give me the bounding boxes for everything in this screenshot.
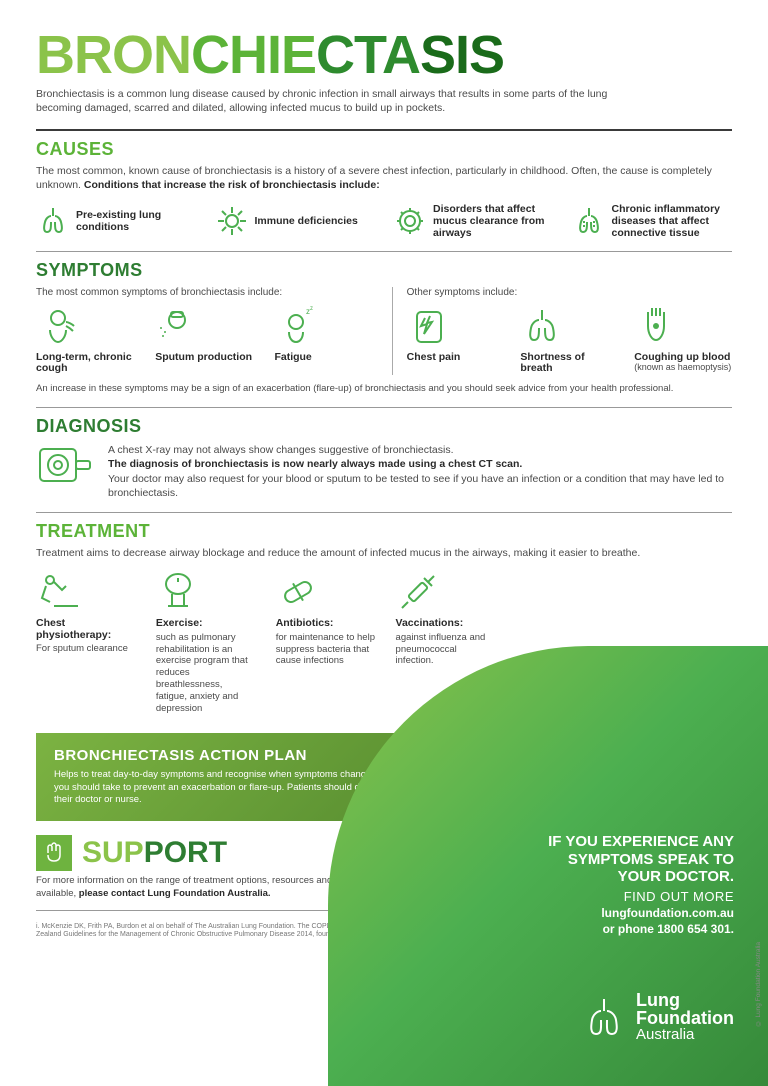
logo-line3: Australia: [636, 1027, 734, 1042]
support-body-bold: please contact Lung Foundation Australia…: [79, 888, 271, 899]
chest-pain-icon: [407, 304, 451, 348]
copyright: © Lung Foundation Australia: [755, 942, 762, 1026]
cause-label: Immune deficiencies: [255, 215, 358, 227]
virus-icon: [215, 204, 249, 238]
title-seg-2: CHIE: [191, 25, 316, 85]
cause-item: Disorders that affect mucus clearance fr…: [393, 203, 554, 239]
symptoms-left-intro: The most common symptoms of bronchiectas…: [36, 287, 378, 298]
title-seg-3: CTA: [316, 25, 420, 85]
symptom-item: Sputum production: [155, 304, 258, 375]
symptom-label: Long-term, chronic cough: [36, 352, 139, 375]
logo: Lung Foundation Australia: [582, 991, 734, 1042]
divider: [36, 251, 732, 252]
treatment-heading: TREATMENT: [36, 521, 732, 542]
causes-heading: CAUSES: [36, 139, 732, 160]
support-title-1: SUP: [82, 836, 144, 869]
corner-phone: or phone 1800 654 301.: [534, 922, 734, 936]
syringe-icon: [396, 570, 440, 614]
symptom-label: Sputum production: [155, 352, 252, 364]
blood-cough-icon: [634, 304, 678, 348]
lungs-logo-icon: [582, 995, 626, 1039]
fatigue-icon: zz: [274, 304, 318, 348]
diagnosis-text: A chest X-ray may not always show change…: [108, 443, 732, 500]
support-heading: SUPPORT: [82, 836, 227, 870]
breath-icon: [520, 304, 564, 348]
title-seg-1: BRON: [36, 25, 191, 85]
support-icon-box: [36, 835, 72, 871]
symptom-sub: (known as haemoptysis): [634, 363, 731, 373]
cell-icon: [393, 204, 427, 238]
symptoms-other: Other symptoms include: Chest pain Short…: [392, 287, 732, 375]
logo-text: Lung Foundation Australia: [636, 991, 734, 1042]
diag-line1: A chest X-ray may not always show change…: [108, 444, 454, 456]
exercise-icon: [156, 570, 200, 614]
divider: [36, 512, 732, 513]
pill-icon: [276, 570, 320, 614]
treat-item: Exercise: such as pulmonary rehabilitati…: [156, 570, 256, 715]
cause-label: Chronic inflammatory diseases that affec…: [612, 203, 733, 239]
cause-label: Pre-existing lung conditions: [76, 209, 197, 233]
symptom-item: Chest pain: [407, 304, 505, 375]
symptom-label: Fatigue: [274, 352, 311, 364]
symptoms-wrap: The most common symptoms of bronchiectas…: [36, 287, 732, 375]
logo-line2: Foundation: [636, 1009, 734, 1027]
symptoms-common: The most common symptoms of bronchiectas…: [36, 287, 392, 375]
divider: [36, 129, 732, 131]
symptoms-heading: SYMPTOMS: [36, 260, 732, 281]
treat-label: Antibiotics:: [276, 618, 376, 630]
symptom-item: Coughing up blood (known as haemoptysis): [634, 304, 732, 375]
support-title-2: PORT: [144, 836, 227, 869]
causes-body: The most common, known cause of bronchie…: [36, 164, 732, 192]
logo-line1: Lung: [636, 991, 734, 1009]
symptoms-right-intro: Other symptoms include:: [407, 287, 732, 298]
hand-icon: [42, 841, 66, 865]
symptom-row: Chest pain Shortness of breath Coughing …: [407, 304, 732, 375]
page-title: BRONCHIECTASIS: [36, 28, 732, 82]
symptom-label: Chest pain: [407, 352, 461, 364]
diag-line3: Your doctor may also request for your bl…: [108, 473, 724, 499]
divider: [36, 407, 732, 408]
treat-label: Vaccinations:: [396, 618, 496, 630]
symptom-label: Shortness of breath: [520, 352, 618, 375]
diagnosis-row: A chest X-ray may not always show change…: [36, 443, 732, 500]
diagnosis-heading: DIAGNOSIS: [36, 416, 732, 437]
treat-item: Antibiotics: for maintenance to help sup…: [276, 570, 376, 715]
cause-item: Chronic inflammatory diseases that affec…: [572, 203, 733, 239]
diag-line2: The diagnosis of bronchiectasis is now n…: [108, 458, 522, 470]
treat-desc: For sputum clearance: [36, 643, 136, 655]
treat-item: Chest physiotherapy: For sputum clearanc…: [36, 570, 136, 715]
symptom-item: Shortness of breath: [520, 304, 618, 375]
treat-desc: such as pulmonary rehabilitation is an e…: [156, 632, 256, 715]
treatment-row: Chest physiotherapy: For sputum clearanc…: [36, 570, 495, 715]
corner-content: IF YOU EXPERIENCE ANY SYMPTOMS SPEAK TO …: [534, 833, 734, 936]
treat-desc: against influenza and pneumococcal infec…: [396, 632, 496, 668]
cough-icon: [36, 304, 80, 348]
svg-text:z: z: [310, 306, 313, 312]
treatment-intro: Treatment aims to decrease airway blocka…: [36, 546, 732, 560]
symptoms-note: An increase in these symptoms may be a s…: [36, 383, 732, 395]
lungs-icon: [36, 204, 70, 238]
tissue-icon: [572, 204, 606, 238]
cause-item: Pre-existing lung conditions: [36, 203, 197, 239]
physio-icon: [36, 570, 80, 614]
treat-desc: for maintenance to help suppress bacteri…: [276, 632, 376, 668]
intro-text: Bronchiectasis is a common lung disease …: [36, 88, 648, 115]
treat-label: Chest physiotherapy:: [36, 618, 136, 641]
symptom-item: Long-term, chronic cough: [36, 304, 139, 375]
corner-find: FIND OUT MORE: [534, 889, 734, 904]
sputum-icon: [155, 304, 199, 348]
symptom-item: zz Fatigue: [274, 304, 377, 375]
ct-scan-icon: [36, 443, 92, 489]
cause-label: Disorders that affect mucus clearance fr…: [433, 203, 554, 239]
cause-item: Immune deficiencies: [215, 203, 376, 239]
symptom-row: Long-term, chronic cough Sputum producti…: [36, 304, 378, 375]
treat-label: Exercise:: [156, 618, 256, 630]
corner-msg: IF YOU EXPERIENCE ANY SYMPTOMS SPEAK TO …: [534, 833, 734, 885]
title-seg-4: SIS: [420, 25, 504, 85]
causes-row: Pre-existing lung conditions Immune defi…: [36, 203, 732, 239]
causes-body-bold: Conditions that increase the risk of bro…: [84, 179, 380, 191]
corner-url: lungfoundation.com.au: [534, 906, 734, 920]
infographic-page: BRONCHIECTASIS Bronchiectasis is a commo…: [0, 0, 768, 1086]
